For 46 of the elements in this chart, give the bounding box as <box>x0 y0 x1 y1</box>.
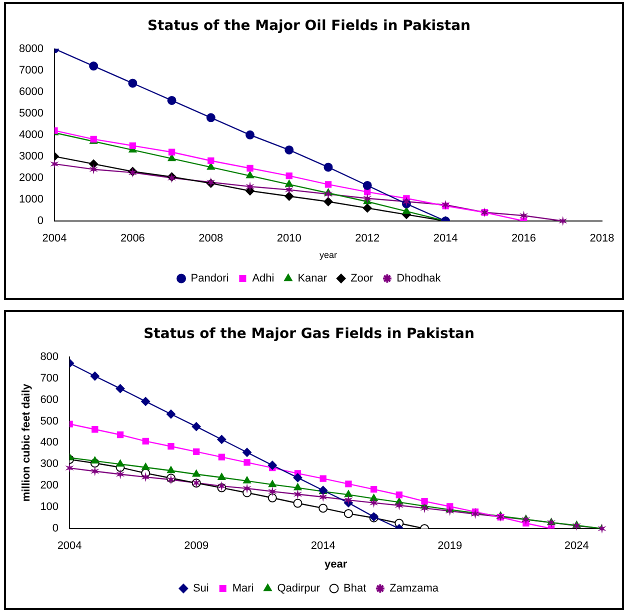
x-axis-title: year <box>319 250 337 260</box>
chart-title: Status of the Major Gas Fields in Pakistan <box>144 326 474 342</box>
x-tick-label: 2019 <box>438 540 462 552</box>
legend-label: Sui <box>192 582 209 595</box>
y-tick-label: 0 <box>37 215 44 228</box>
x-tick-label: 2004 <box>57 540 82 552</box>
y-tick-label: 8000 <box>18 42 44 55</box>
legend-label: Mari <box>232 582 254 595</box>
x-tick-label: 2016 <box>512 232 536 245</box>
x-tick-label: 2024 <box>564 540 589 552</box>
legend-label: Zamzama <box>390 582 440 595</box>
y-tick-label: 1000 <box>18 194 44 206</box>
x-tick-label: 2012 <box>355 232 380 245</box>
x-tick-label: 2008 <box>198 232 224 245</box>
y-tick-label: 400 <box>40 436 59 449</box>
y-tick-label: 5000 <box>18 107 44 120</box>
y-tick-label: 6000 <box>18 86 44 98</box>
x-tick-label: 2010 <box>276 232 302 245</box>
y-tick-label: 200 <box>40 480 59 492</box>
x-tick-label: 2006 <box>120 232 145 245</box>
y-tick-label: 7000 <box>18 64 44 76</box>
legend-label: Pandori <box>190 272 229 285</box>
x-tick-label: 2004 <box>42 232 67 245</box>
x-axis-title: year <box>324 558 348 570</box>
x-tick-label: 2018 <box>590 232 614 245</box>
legend-label: Qadirpur <box>277 582 320 595</box>
x-tick-label: 2014 <box>433 232 458 245</box>
legend-label: Kanar <box>298 272 328 285</box>
x-tick-label: 2014 <box>310 540 336 552</box>
y-tick-label: 0 <box>52 522 59 535</box>
legend-label: Zoor <box>350 272 374 285</box>
y-tick-label: 2000 <box>18 172 44 184</box>
chart-title: Status of the Major Oil Fields in Pakistan <box>147 18 471 34</box>
x-tick-label: 2009 <box>184 540 209 552</box>
y-tick-label: 4000 <box>18 128 44 141</box>
y-tick-label: 600 <box>40 394 59 406</box>
y-tick-label: 3000 <box>18 150 44 162</box>
y-axis-title: million cubic feet daily <box>20 382 33 502</box>
y-tick-label: 800 <box>40 350 59 363</box>
y-tick-label: 500 <box>40 415 59 428</box>
y-tick-label: 100 <box>40 501 59 514</box>
legend-label: Bhat <box>344 582 366 595</box>
y-tick-label: 700 <box>40 372 59 384</box>
y-tick-label: 300 <box>40 458 59 470</box>
legend-label: Dhodhak <box>396 272 442 285</box>
legend-label: Adhi <box>252 272 274 285</box>
